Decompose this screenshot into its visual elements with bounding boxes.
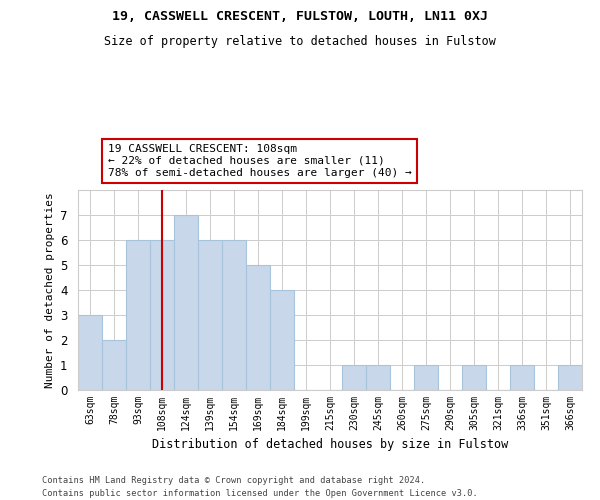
Bar <box>558 365 582 390</box>
X-axis label: Distribution of detached houses by size in Fulstow: Distribution of detached houses by size … <box>152 438 508 452</box>
Bar <box>414 365 438 390</box>
Text: 19, CASSWELL CRESCENT, FULSTOW, LOUTH, LN11 0XJ: 19, CASSWELL CRESCENT, FULSTOW, LOUTH, L… <box>112 10 488 23</box>
Bar <box>510 365 534 390</box>
Bar <box>150 240 174 390</box>
Y-axis label: Number of detached properties: Number of detached properties <box>44 192 55 388</box>
Bar <box>366 365 390 390</box>
Bar <box>246 265 270 390</box>
Bar <box>126 240 150 390</box>
Text: Contains HM Land Registry data © Crown copyright and database right 2024.: Contains HM Land Registry data © Crown c… <box>42 476 425 485</box>
Bar <box>78 315 102 390</box>
Text: Size of property relative to detached houses in Fulstow: Size of property relative to detached ho… <box>104 35 496 48</box>
Bar <box>198 240 222 390</box>
Bar <box>174 215 198 390</box>
Bar <box>270 290 294 390</box>
Bar <box>342 365 366 390</box>
Bar <box>462 365 486 390</box>
Text: 19 CASSWELL CRESCENT: 108sqm
← 22% of detached houses are smaller (11)
78% of se: 19 CASSWELL CRESCENT: 108sqm ← 22% of de… <box>108 144 412 178</box>
Bar <box>222 240 246 390</box>
Bar <box>102 340 126 390</box>
Text: Contains public sector information licensed under the Open Government Licence v3: Contains public sector information licen… <box>42 488 478 498</box>
